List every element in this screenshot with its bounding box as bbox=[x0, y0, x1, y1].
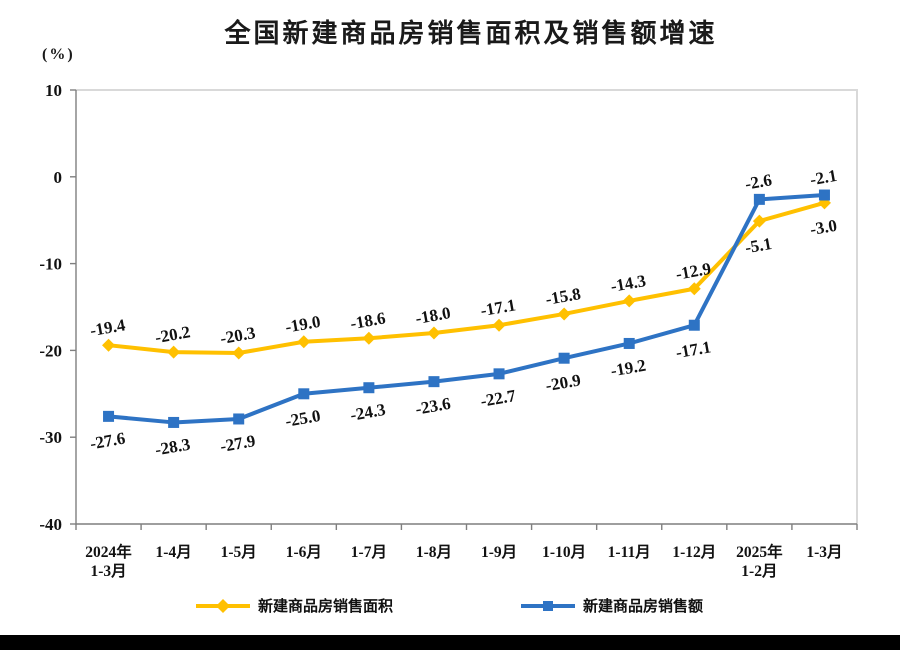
legend-item-sales-value: 新建商品房销售额 bbox=[520, 595, 703, 616]
svg-text:-2.6: -2.6 bbox=[744, 170, 774, 193]
svg-text:-12.9: -12.9 bbox=[674, 259, 712, 284]
svg-text:-20.9: -20.9 bbox=[544, 370, 582, 395]
svg-text:-5.1: -5.1 bbox=[744, 234, 774, 257]
svg-text:1-6月: 1-6月 bbox=[286, 543, 322, 561]
svg-text:-30: -30 bbox=[39, 428, 62, 447]
svg-text:-27.6: -27.6 bbox=[88, 429, 126, 454]
svg-text:-10: -10 bbox=[39, 255, 62, 274]
svg-text:-28.3: -28.3 bbox=[154, 435, 192, 460]
legend-label-sales-area: 新建商品房销售面积 bbox=[258, 599, 394, 615]
svg-text:-2.1: -2.1 bbox=[809, 166, 839, 189]
svg-text:1-10月: 1-10月 bbox=[542, 543, 586, 561]
chart-legend: 新建商品房销售面积 新建商品房销售额 bbox=[0, 595, 900, 619]
svg-text:1-2月: 1-2月 bbox=[741, 562, 777, 580]
svg-text:-17.1: -17.1 bbox=[674, 337, 712, 362]
svg-text:2024年: 2024年 bbox=[85, 542, 132, 561]
bottom-black-bar bbox=[0, 635, 900, 650]
svg-text:-15.8: -15.8 bbox=[544, 284, 582, 309]
svg-text:1-12月: 1-12月 bbox=[672, 543, 716, 561]
svg-text:-23.6: -23.6 bbox=[414, 394, 452, 419]
svg-text:-19.0: -19.0 bbox=[284, 312, 322, 337]
svg-text:-18.6: -18.6 bbox=[349, 308, 387, 333]
svg-text:-40: -40 bbox=[39, 515, 62, 534]
svg-text:-24.3: -24.3 bbox=[349, 400, 387, 425]
svg-text:1-5月: 1-5月 bbox=[221, 543, 257, 561]
legend-label-sales-value: 新建商品房销售额 bbox=[583, 599, 704, 615]
svg-text:-19.4: -19.4 bbox=[88, 315, 127, 340]
svg-text:0: 0 bbox=[54, 168, 63, 187]
svg-text:-20.3: -20.3 bbox=[219, 323, 257, 348]
svg-text:-27.9: -27.9 bbox=[219, 431, 257, 456]
svg-text:1-3月: 1-3月 bbox=[90, 562, 126, 580]
svg-text:-14.3: -14.3 bbox=[609, 271, 647, 296]
svg-text:1-9月: 1-9月 bbox=[481, 543, 517, 561]
svg-text:-20: -20 bbox=[39, 341, 62, 360]
svg-text:-19.2: -19.2 bbox=[609, 356, 647, 381]
y-axis-unit-label: (%) bbox=[42, 46, 75, 63]
sales-area-series-marker-icon bbox=[196, 598, 250, 613]
svg-text:-20.2: -20.2 bbox=[154, 322, 192, 347]
svg-text:10: 10 bbox=[45, 81, 62, 100]
svg-text:2025年: 2025年 bbox=[736, 542, 783, 561]
svg-text:1-4月: 1-4月 bbox=[156, 543, 192, 561]
svg-text:-18.0: -18.0 bbox=[414, 303, 452, 328]
legend-item-sales-area: 新建商品房销售面积 bbox=[195, 595, 393, 616]
chart-title: 全国新建商品房销售面积及销售额增速 bbox=[224, 18, 718, 48]
svg-text:-17.1: -17.1 bbox=[479, 295, 517, 320]
svg-text:-25.0: -25.0 bbox=[284, 406, 322, 431]
svg-text:1-11月: 1-11月 bbox=[608, 543, 651, 561]
svg-text:1-8月: 1-8月 bbox=[416, 543, 452, 561]
svg-text:-22.7: -22.7 bbox=[479, 386, 518, 411]
svg-text:1-7月: 1-7月 bbox=[351, 543, 387, 561]
svg-text:-3.0: -3.0 bbox=[809, 216, 839, 239]
sales-value-series-marker-icon bbox=[521, 600, 575, 611]
svg-text:1-3月: 1-3月 bbox=[806, 543, 842, 561]
